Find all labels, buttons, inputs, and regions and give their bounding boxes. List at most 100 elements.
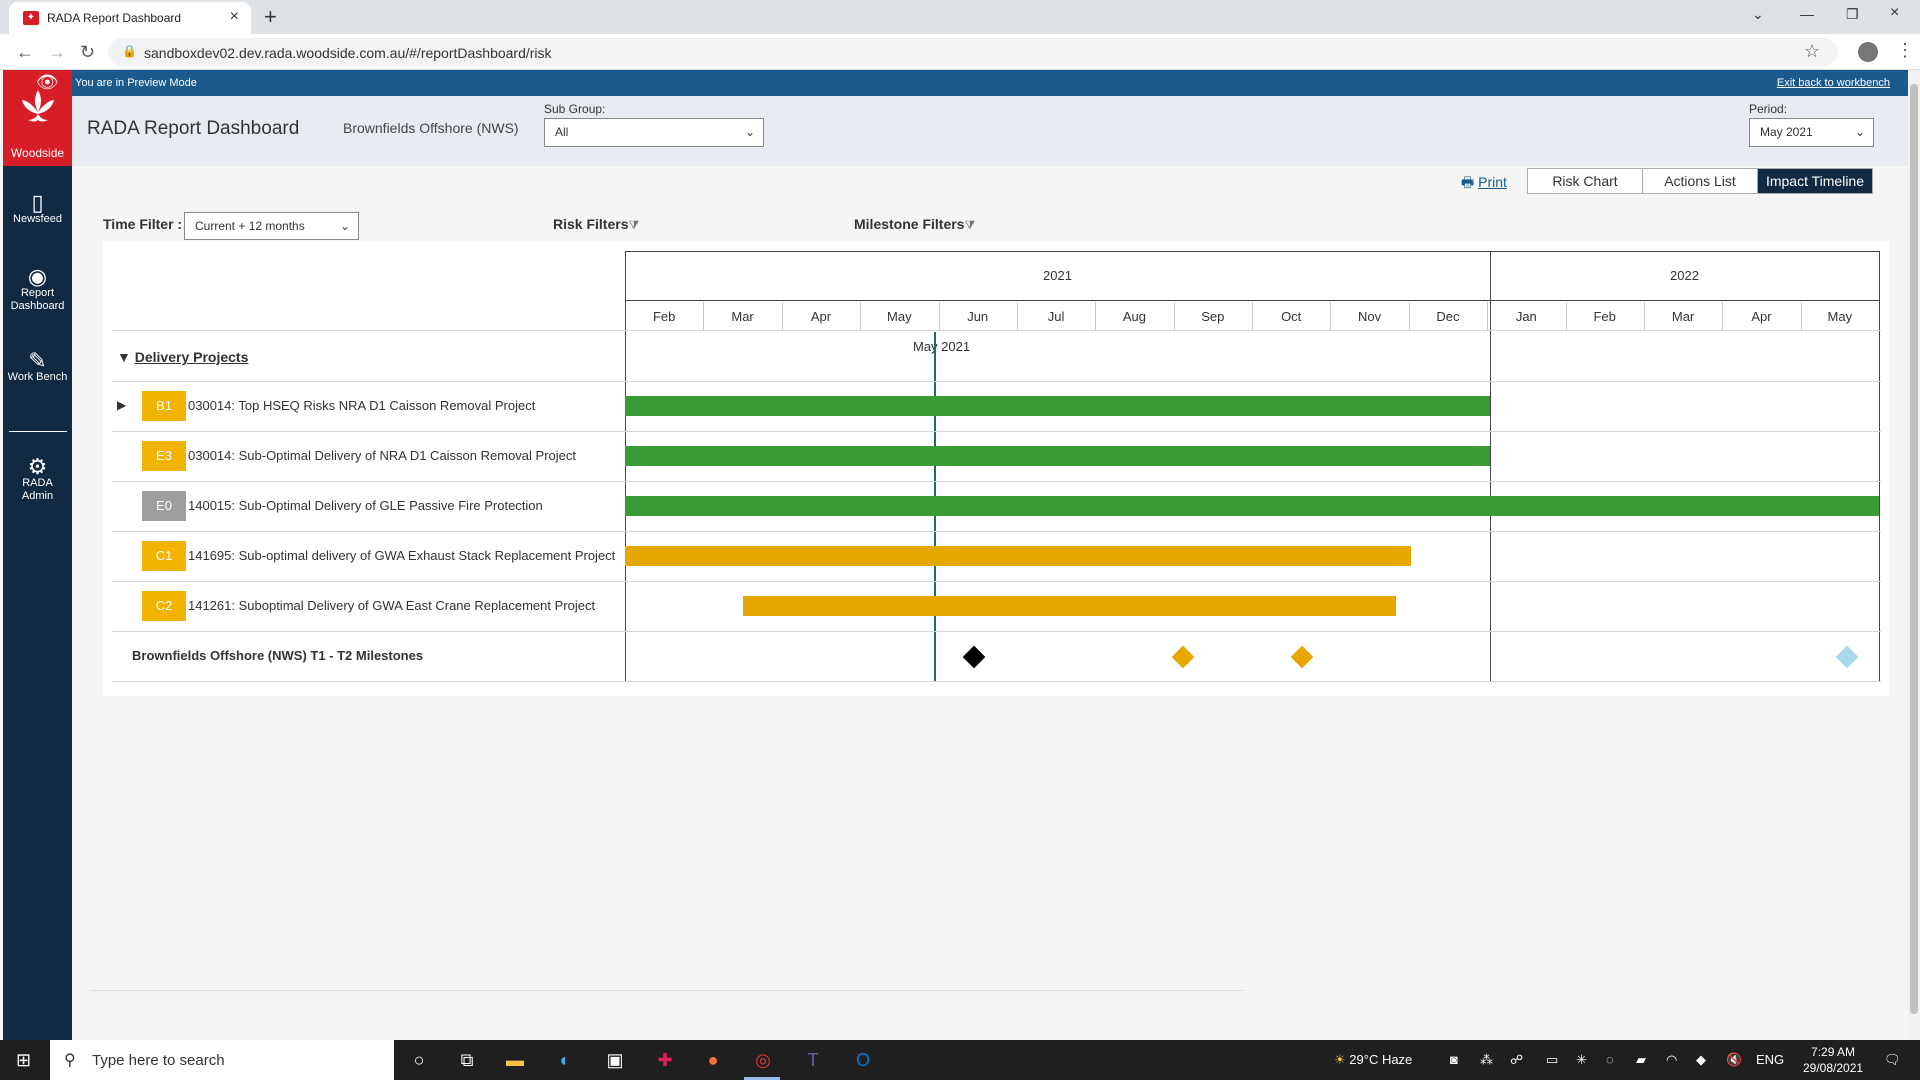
month-separator	[860, 302, 862, 330]
address-bar: ← → ↻ 🔒 sandboxdev02.dev.rada.woodside.c…	[0, 34, 1920, 70]
sub-group-select[interactable]: All ⌄	[544, 118, 764, 147]
profile-avatar[interactable]	[1858, 42, 1878, 62]
edge-icon[interactable]: ◐	[559, 1050, 571, 1070]
nav-label: Newsfeed	[13, 213, 62, 225]
impact-bar[interactable]	[625, 396, 1490, 416]
header-top-border	[625, 251, 1880, 252]
row-divider	[112, 631, 1881, 632]
tab-risk-chart[interactable]: Risk Chart	[1528, 169, 1643, 193]
risk-rating-badge: C1	[142, 541, 186, 571]
edit-icon: ✎	[28, 348, 47, 373]
tab-search-icon[interactable]: ⌄	[1752, 6, 1764, 22]
impact-bar[interactable]	[625, 496, 1879, 516]
risk-title[interactable]: 030014: Top HSEQ Risks NRA D1 Caisson Re…	[188, 398, 536, 413]
month-label: Apr	[1751, 309, 1772, 324]
tray-security-icon[interactable]: ◆	[1696, 1052, 1706, 1067]
month-separator	[938, 302, 940, 330]
tray-outlook-icon[interactable]: ◙	[1450, 1052, 1458, 1067]
month-label: Nov	[1358, 309, 1382, 324]
month-label: Oct	[1281, 309, 1302, 324]
impact-bar[interactable]	[743, 596, 1396, 616]
month-separator	[1408, 302, 1410, 330]
row-divider	[112, 481, 1881, 482]
firefox-icon[interactable]: ●	[707, 1050, 719, 1070]
tray-teams-icon[interactable]: ⁂	[1480, 1052, 1493, 1067]
tray-display-icon[interactable]: ▭	[1546, 1052, 1559, 1067]
tray-network-share-icon[interactable]: ☍	[1510, 1052, 1524, 1067]
nav-label: Work Bench	[7, 371, 68, 383]
month-label: Mar	[1671, 309, 1695, 324]
page-scrollbar[interactable]	[1908, 70, 1920, 1040]
preview-mode-bar: 👁 You are in Preview Mode Exit back to w…	[36, 70, 1908, 96]
nav-item-report-dashboard[interactable]: ◉ Report Dashboard	[3, 264, 72, 313]
row-divider	[112, 581, 1881, 582]
task-view-icon[interactable]: ⧉	[460, 1050, 474, 1070]
time-filter-select[interactable]: Current + 12 months ⌄	[184, 212, 359, 240]
risk-title[interactable]: 141695: Sub-optimal delivery of GWA Exha…	[188, 548, 616, 563]
taskbar-search[interactable]: ⚲ Type here to search	[50, 1040, 394, 1080]
browser-tab[interactable]: ✦ RADA Report Dashboard ×	[9, 2, 251, 34]
language-indicator[interactable]: ENG	[1756, 1052, 1785, 1067]
outlook-icon[interactable]: O	[855, 1050, 870, 1070]
risk-filters-button[interactable]: Risk Filters⧩	[553, 216, 639, 233]
nav-item-work-bench[interactable]: ✎ Work Bench	[3, 348, 72, 384]
nav-item-newsfeed[interactable]: ▯ Newsfeed	[3, 192, 72, 226]
print-label: Print	[1478, 174, 1507, 190]
scrollbar-thumb[interactable]	[1910, 84, 1918, 1014]
risk-title[interactable]: 141261: Suboptimal Delivery of GWA East …	[188, 598, 596, 613]
battery-icon[interactable]: ▰	[1636, 1052, 1646, 1067]
clock-date: 29/08/2021	[1803, 1061, 1864, 1075]
slack-icon[interactable]: ✚	[657, 1050, 673, 1070]
print-button[interactable]: 🖶 Print	[1461, 172, 1507, 196]
exit-to-workbench-link[interactable]: Exit back to workbench	[1776, 77, 1890, 89]
month-label: Mar	[731, 309, 754, 324]
cortana-icon[interactable]: ○	[413, 1050, 425, 1070]
url-input[interactable]: 🔒 sandboxdev02.dev.rada.woodside.com.au/…	[108, 38, 1838, 66]
sub-group-value: All	[555, 125, 569, 139]
gears-icon: ⚙	[27, 454, 48, 479]
impact-bar[interactable]	[625, 446, 1490, 466]
wifi-icon[interactable]: ◠	[1666, 1052, 1678, 1067]
tray-chrome-icon[interactable]: ◌	[1606, 1052, 1614, 1067]
search-placeholder: Type here to search	[92, 1052, 225, 1069]
new-tab-button[interactable]: +	[264, 4, 277, 29]
logo-text: Woodside	[10, 146, 65, 160]
store-icon[interactable]: ▣	[606, 1050, 624, 1070]
teams-icon[interactable]: T	[807, 1050, 819, 1070]
windows-start-icon[interactable]: ⊞	[16, 1050, 32, 1070]
woodside-logo-icon	[22, 90, 54, 122]
nav-label: RADA Admin	[21, 477, 54, 502]
back-icon[interactable]: ←	[16, 42, 34, 62]
browser-menu-icon[interactable]: ⋮	[1896, 40, 1914, 60]
month-separator	[781, 302, 783, 330]
bookmark-star-icon[interactable]: ☆	[1803, 41, 1820, 61]
delivery-projects-group[interactable]: ▼ Delivery Projects	[117, 349, 248, 365]
risk-title[interactable]: 030014: Sub-Optimal Delivery of NRA D1 C…	[188, 448, 577, 463]
taskbar-clock[interactable]: 7:29 AM 29/08/2021	[1803, 1044, 1863, 1076]
reload-icon[interactable]: ↻	[80, 42, 96, 62]
gauge-icon: ◉	[27, 264, 48, 289]
nav-item-rada-admin[interactable]: ⚙ RADA Admin	[3, 454, 72, 503]
tab-actions-list[interactable]: Actions List	[1643, 169, 1758, 193]
filter-funnel-icon: ⧩	[964, 218, 976, 232]
tray-slack-icon[interactable]: ✳	[1576, 1052, 1587, 1067]
close-window-button[interactable]: ×	[1890, 4, 1900, 21]
woodside-logo[interactable]: Woodside	[3, 70, 72, 166]
impact-bar[interactable]	[625, 546, 1411, 566]
close-tab-icon[interactable]: ×	[229, 8, 239, 25]
tab-impact-timeline[interactable]: Impact Timeline	[1758, 169, 1872, 193]
time-filter-label: Time Filter :	[103, 216, 183, 232]
notifications-icon[interactable]: 🗨	[1884, 1052, 1901, 1067]
milestone-filters-button[interactable]: Milestone Filters⧩	[854, 216, 975, 233]
file-explorer-icon[interactable]: ▬	[506, 1050, 524, 1070]
minimize-button[interactable]: —	[1800, 6, 1814, 22]
forward-icon[interactable]: →	[48, 42, 66, 62]
restore-button[interactable]: ❐	[1846, 6, 1859, 22]
period-select[interactable]: May 2021 ⌄	[1749, 118, 1874, 147]
weather-widget[interactable]: ☀ 29°C Haze	[1334, 1052, 1412, 1068]
expand-row-icon[interactable]: ▶	[117, 398, 127, 412]
volume-muted-icon[interactable]: 🔇	[1726, 1052, 1743, 1067]
risk-title[interactable]: 140015: Sub-Optimal Delivery of GLE Pass…	[188, 498, 543, 513]
impact-timeline-panel	[103, 242, 1889, 696]
chrome-icon[interactable]: ◎	[755, 1050, 771, 1070]
